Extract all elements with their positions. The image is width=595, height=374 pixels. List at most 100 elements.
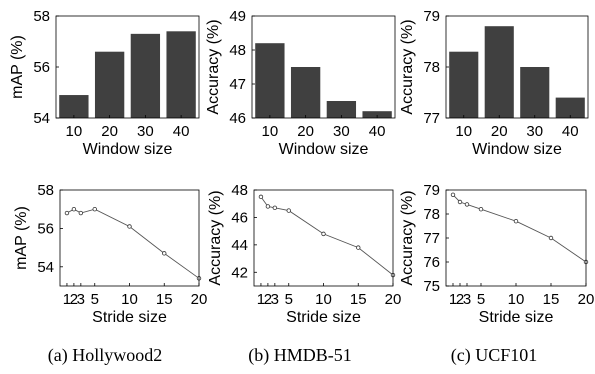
y-tick-label: 56 (33, 59, 50, 76)
series-line (66, 208, 200, 279)
x-tick-label: 1 (63, 291, 71, 308)
bar-40 (166, 31, 196, 118)
x-tick-label: 40 (562, 123, 579, 140)
y-tick-label: 78 (423, 206, 440, 223)
plot-frame (445, 15, 589, 119)
data-point-15 (162, 251, 167, 256)
y-axis-label: Accuracy (%) (399, 19, 416, 114)
y-tick-label: 54 (33, 110, 50, 127)
x-tick-label: 10 (66, 123, 83, 140)
chart-panel-3: 10 20 30 40 77 78 79 Window size Accuracy (%) (399, 8, 589, 158)
y-tick-label: 56 (37, 220, 54, 237)
x-tick-label: 30 (333, 123, 350, 140)
bar-40 (362, 111, 392, 118)
x-tick-label: 10 (121, 291, 138, 308)
y-tick-label: 77 (423, 110, 440, 127)
x-tick-label: 1 (257, 291, 265, 308)
x-axis-label: Window size (279, 141, 369, 158)
x-tick-label: 5 (91, 291, 99, 308)
y-tick-label: 58 (33, 8, 50, 25)
caption-b: (b) HMDB-51 (248, 345, 352, 366)
y-tick-label: 46 (231, 209, 248, 226)
x-tick-label: 5 (477, 291, 485, 308)
x-tick-label: 40 (369, 123, 386, 140)
data-point-5 (478, 206, 484, 212)
bar-30 (520, 67, 550, 118)
y-tick-label: 48 (229, 42, 246, 59)
x-tick-label: 2 (70, 291, 78, 308)
plot-frame (55, 15, 200, 119)
y-tick-label: 44 (231, 237, 248, 254)
x-tick-label: 3 (271, 291, 279, 308)
bar-20 (94, 51, 125, 119)
data-point-10 (321, 231, 326, 237)
y-axis-label: mAP (%) (13, 206, 30, 270)
plot-frame (253, 189, 394, 287)
x-tick-label: 20 (297, 123, 314, 140)
x-tick-label: 3 (463, 291, 471, 308)
bar-10 (449, 51, 479, 119)
x-tick-label: 20 (191, 291, 208, 308)
chart-panel-4: 123 5 10 15 20 54 56 58 Stride size mAP (%) (13, 182, 207, 326)
data-point-1 (64, 210, 70, 216)
y-tick-label: 76 (423, 254, 440, 271)
x-tick-label: 30 (526, 123, 543, 140)
x-tick-label: 20 (578, 291, 595, 308)
bar-30 (130, 33, 161, 118)
bar-20 (290, 67, 321, 118)
plot-frame (251, 15, 396, 119)
x-tick-label: 1 (449, 291, 457, 308)
data-point-1 (450, 192, 456, 197)
data-point-15 (356, 245, 361, 250)
series-line (452, 194, 587, 263)
data-point-5 (286, 208, 291, 213)
x-axis-label: Stride size (92, 309, 167, 326)
y-tick-label: 78 (423, 59, 440, 76)
y-axis-label: Accuracy (%) (207, 190, 224, 285)
x-tick-label: 5 (285, 291, 293, 308)
data-point-15 (548, 235, 554, 241)
y-axis-label: Accuracy (%) (399, 190, 416, 285)
bar-10 (59, 95, 89, 118)
x-tick-label: 10 (262, 123, 279, 140)
caption-a: (a) Hollywood2 (48, 345, 162, 366)
x-axis-label: Stride size (479, 309, 554, 326)
x-tick-label: 10 (455, 123, 472, 140)
data-point-3 (78, 210, 84, 216)
x-tick-label: 15 (543, 291, 560, 308)
x-axis-label: Stride size (286, 309, 361, 326)
y-tick-label: 42 (231, 264, 248, 281)
data-point-2 (71, 206, 77, 212)
data-point-2 (457, 199, 463, 205)
y-axis-label: Accuracy (%) (205, 19, 222, 114)
chart-panel-1: 10 20 30 40 54 56 58 Window size mAP (%) (9, 8, 200, 158)
x-tick-label: 20 (491, 123, 508, 140)
x-tick-label: 15 (350, 291, 367, 308)
x-tick-label: 2 (264, 291, 272, 308)
data-point-3 (464, 202, 470, 207)
data-point-10 (127, 224, 132, 229)
data-point-10 (513, 218, 519, 224)
plot-frame (59, 189, 200, 287)
x-axis-label: Window size (472, 141, 562, 158)
chart-panel-5: 123 5 10 15 20 42 44 46 48 Stride size Accuracy (%… (207, 182, 401, 326)
x-tick-label: 2 (456, 291, 464, 308)
x-tick-label: 10 (508, 291, 525, 308)
data-point-2 (265, 204, 271, 209)
y-tick-label: 58 (37, 182, 54, 199)
y-tick-label: 48 (231, 182, 248, 199)
data-point-1 (258, 194, 264, 200)
y-tick-label: 77 (423, 230, 440, 247)
y-tick-label: 54 (37, 259, 54, 276)
bar-40 (555, 97, 585, 118)
chart-panel-2: 10 20 30 40 46 47 48 49 Window size Accuracy (%) (205, 8, 396, 158)
x-tick-label: 15 (156, 291, 173, 308)
series-line (260, 196, 394, 276)
bar-30 (326, 101, 357, 118)
bar-20 (484, 26, 514, 119)
data-point-3 (272, 205, 278, 211)
x-tick-label: 10 (315, 291, 332, 308)
x-axis-label: Window size (83, 141, 173, 158)
x-tick-label: 30 (137, 123, 154, 140)
